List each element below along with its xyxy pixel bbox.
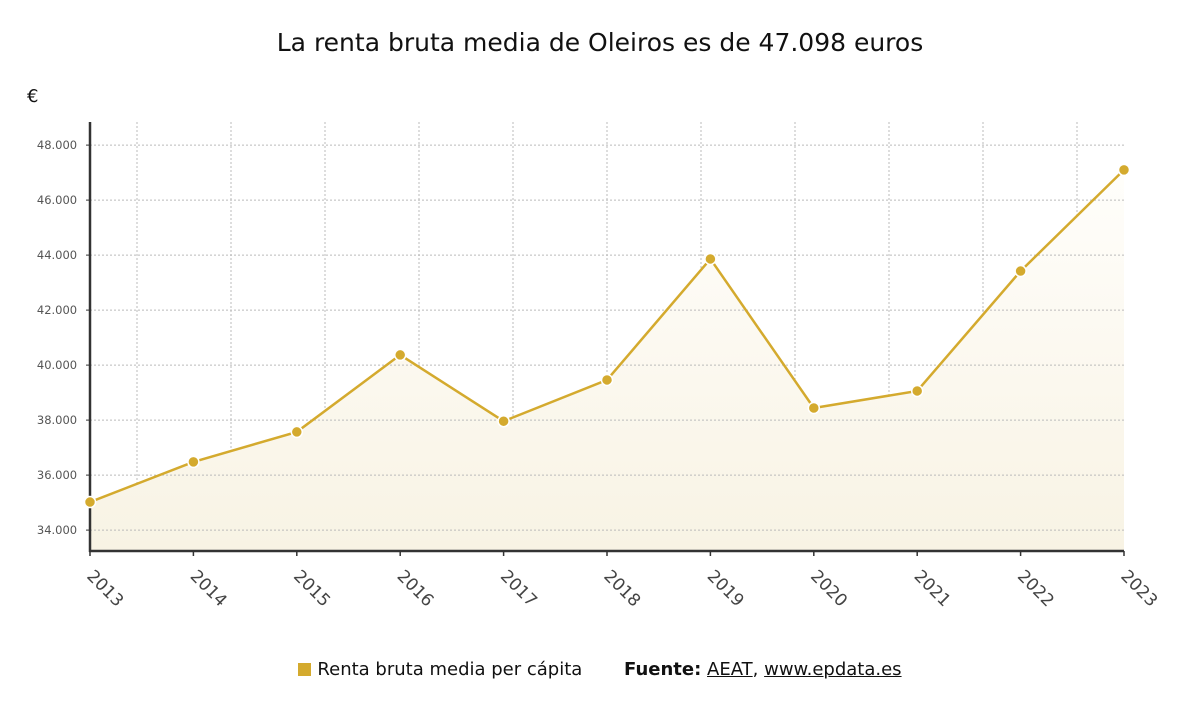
data-point bbox=[1014, 264, 1027, 278]
x-tick-label: 2015 bbox=[289, 566, 334, 611]
data-point bbox=[807, 401, 821, 415]
area-fill bbox=[90, 169, 1124, 551]
y-tick-label: 40.000 bbox=[37, 358, 77, 372]
x-tick-label: 2018 bbox=[599, 566, 644, 611]
data-point bbox=[83, 495, 97, 509]
x-tick-label: 2019 bbox=[703, 566, 748, 611]
x-tick-label: 2022 bbox=[1013, 566, 1058, 611]
data-point bbox=[497, 414, 510, 428]
x-tick-label: 2020 bbox=[806, 566, 851, 611]
data-point bbox=[704, 252, 717, 266]
legend-swatch bbox=[298, 663, 312, 676]
x-tick-label: 2013 bbox=[82, 566, 127, 611]
x-tick-label: 2014 bbox=[186, 566, 231, 611]
data-point bbox=[600, 373, 614, 387]
source-link-aeat[interactable]: AEAT bbox=[707, 659, 753, 680]
x-tick-label: 2017 bbox=[496, 566, 541, 611]
x-tick-label: 2021 bbox=[910, 566, 955, 611]
chart-title: La renta bruta media de Oleiros es de 47… bbox=[276, 28, 924, 57]
data-point bbox=[1117, 163, 1131, 177]
legend: Renta bruta media per cápita Fuente: AEA… bbox=[0, 659, 1200, 680]
legend-label: Renta bruta media per cápita bbox=[317, 659, 583, 680]
source-link-epdata[interactable]: www.epdata.es bbox=[764, 659, 902, 680]
y-tick-label: 48.000 bbox=[37, 138, 77, 152]
source-separator: , bbox=[752, 659, 759, 680]
y-tick-label: 34.000 bbox=[37, 523, 77, 537]
y-axis-unit: € bbox=[27, 86, 39, 107]
data-point bbox=[187, 455, 200, 469]
x-tick-label: 2023 bbox=[1116, 566, 1161, 611]
y-tick-label: 36.000 bbox=[37, 468, 77, 482]
data-point bbox=[290, 425, 304, 439]
y-tick-label: 46.000 bbox=[37, 193, 77, 207]
y-tick-label: 44.000 bbox=[37, 248, 77, 262]
source: Fuente: AEAT, www.epdata.es bbox=[624, 659, 902, 680]
y-tick-label: 42.000 bbox=[37, 303, 77, 317]
x-tick-label: 2016 bbox=[393, 566, 438, 611]
y-tick-label: 38.000 bbox=[37, 413, 77, 427]
source-label: Fuente: bbox=[624, 659, 702, 680]
data-point bbox=[393, 348, 407, 362]
data-point bbox=[910, 384, 924, 398]
